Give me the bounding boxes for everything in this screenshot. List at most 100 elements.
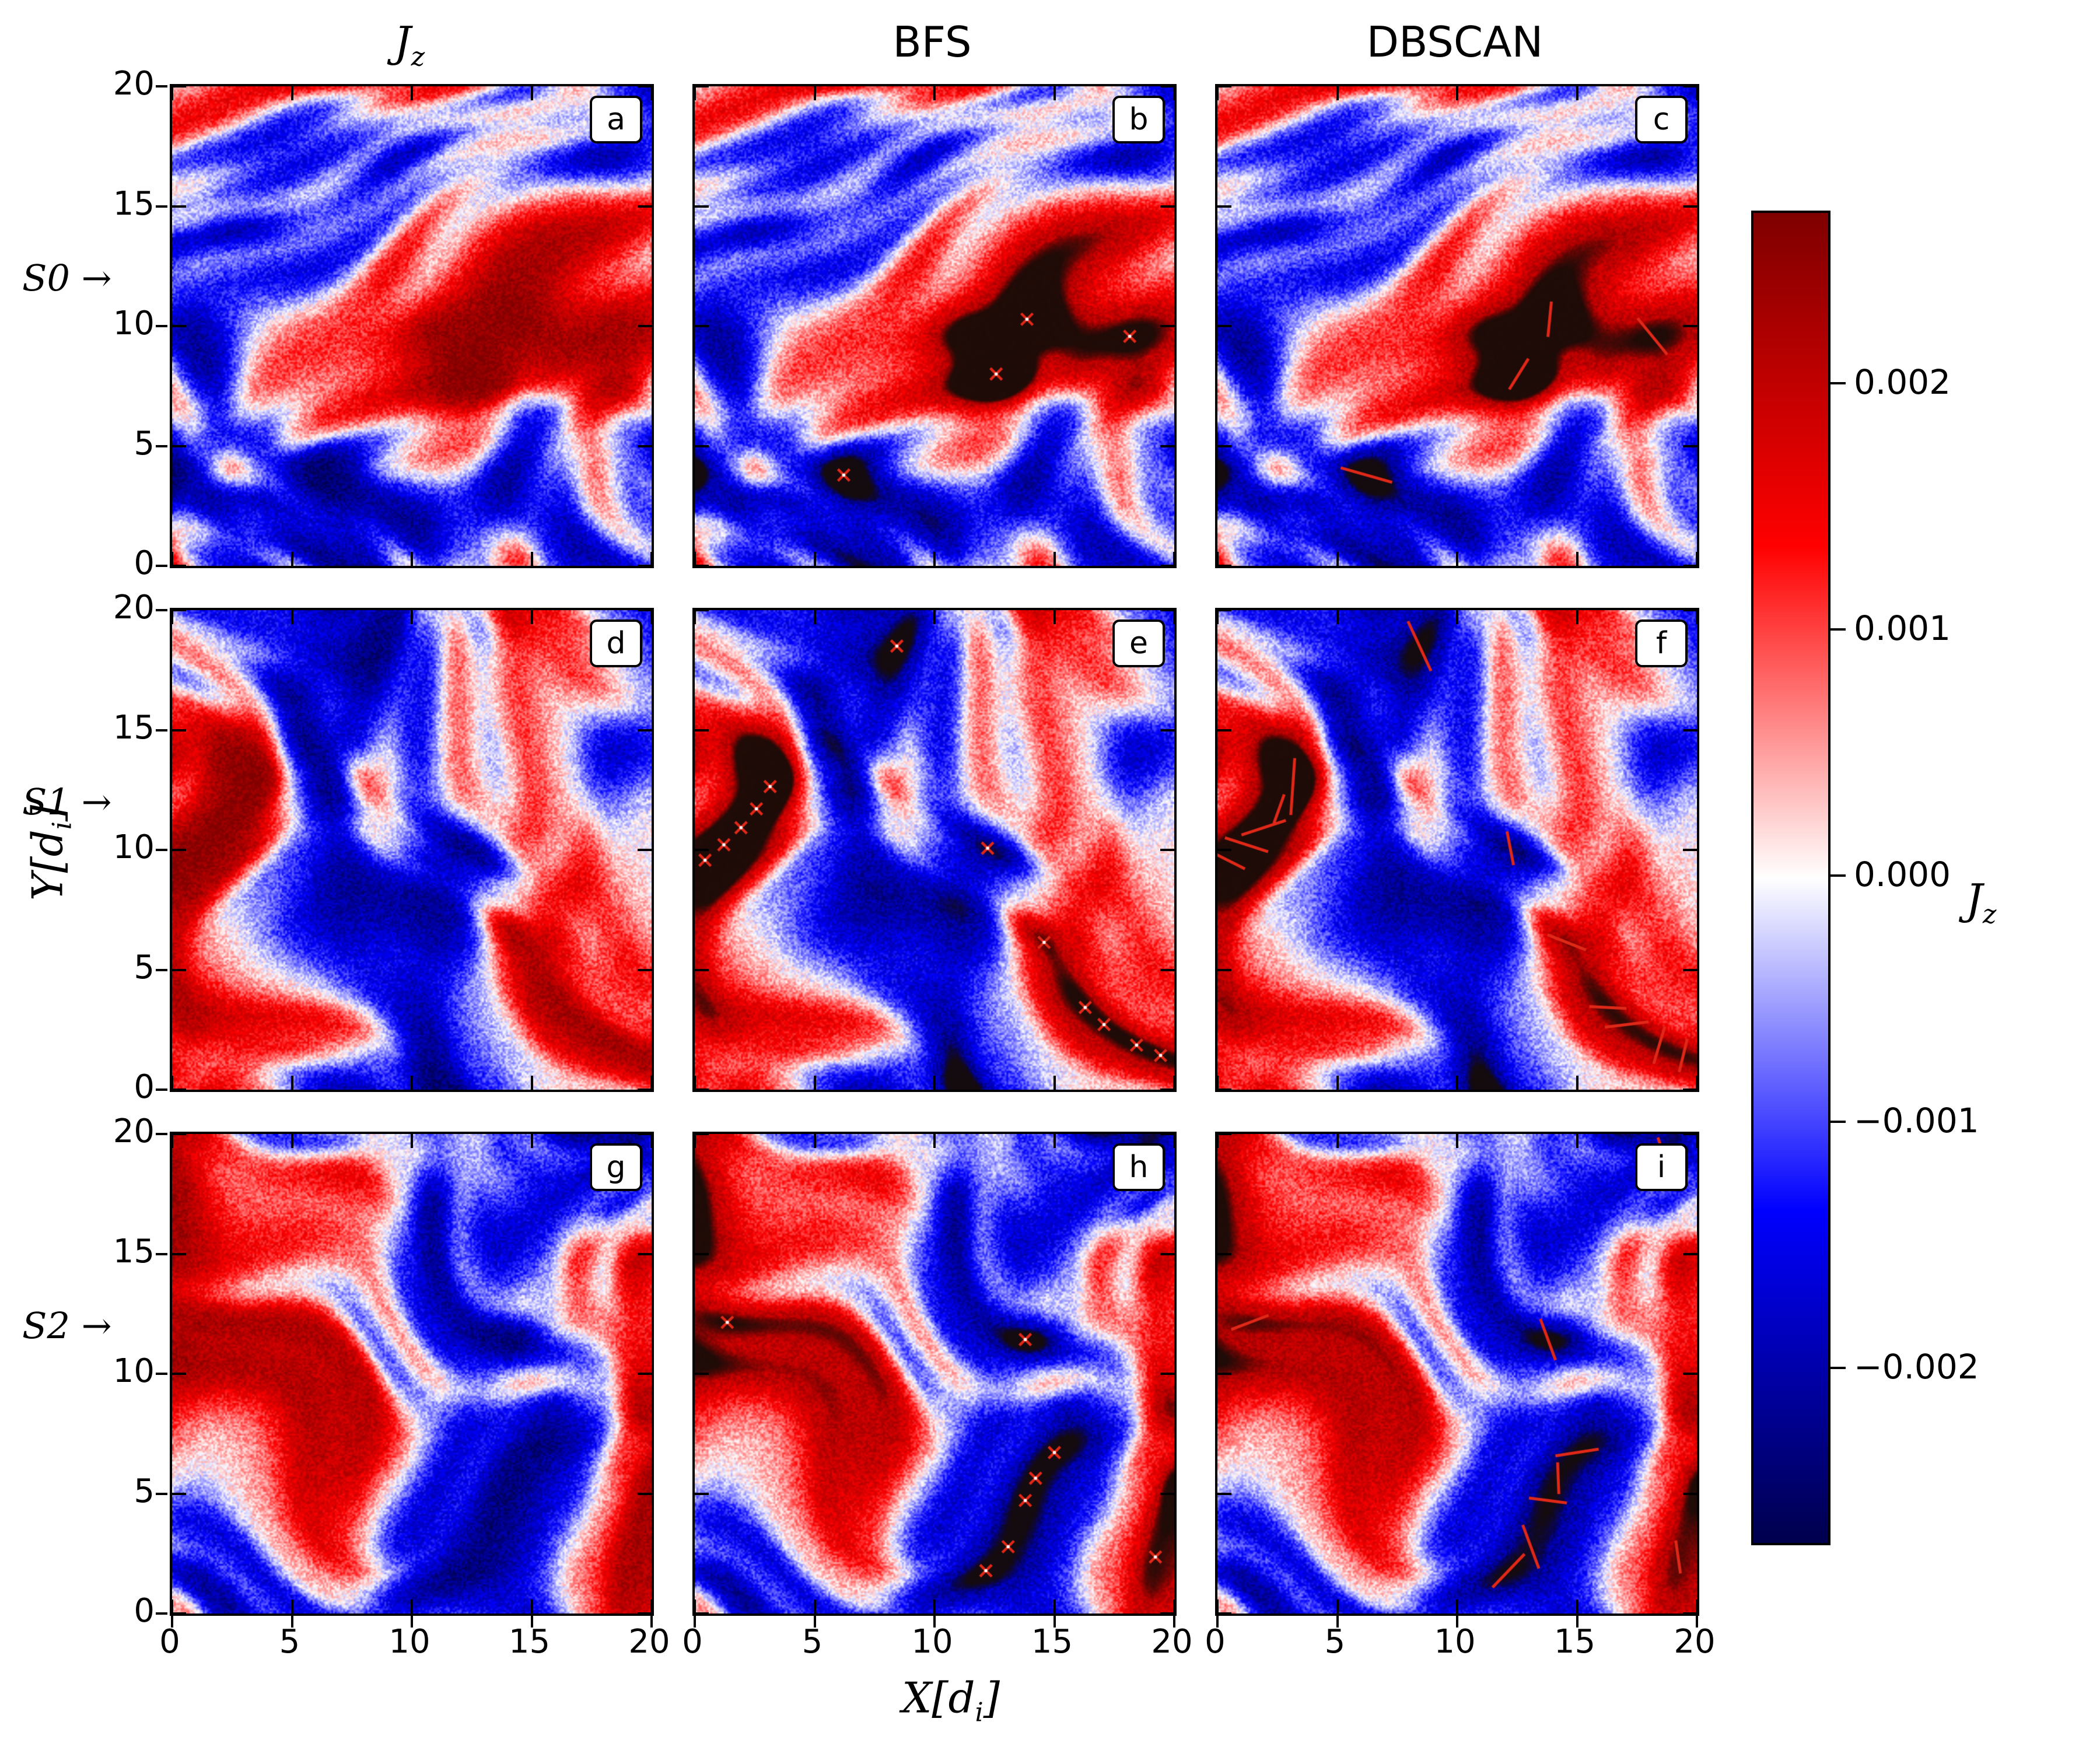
axis-tick xyxy=(156,444,167,447)
axis-tick xyxy=(695,1088,709,1091)
axis-tick xyxy=(1173,610,1175,624)
axis-tick xyxy=(172,325,186,327)
colorbar-label-sub: z xyxy=(1982,899,1997,930)
axis-tick xyxy=(1217,444,1231,447)
y-axis-label-post: ] xyxy=(23,804,72,822)
axis-tick xyxy=(1053,552,1056,566)
column-title-dbscan-text: DBSCAN xyxy=(1366,18,1544,66)
panel-f-heatmap xyxy=(1217,610,1697,1090)
axis-tick xyxy=(1336,86,1339,100)
axis-tick xyxy=(695,849,709,851)
axis-tick xyxy=(1696,1134,1698,1148)
axis-tick xyxy=(411,1076,413,1090)
colorbar-tick xyxy=(1831,1367,1846,1370)
axis-tick xyxy=(1696,552,1698,566)
axis-tick xyxy=(695,609,709,611)
axis-tick xyxy=(638,85,652,88)
panel-c-heatmap xyxy=(1217,86,1697,566)
axis-tick xyxy=(411,552,413,566)
axis-tick xyxy=(650,552,653,566)
panel-b-heatmap xyxy=(695,86,1174,566)
axis-tick xyxy=(933,1134,936,1148)
axis-tick xyxy=(411,610,413,624)
axis-tick xyxy=(1336,1616,1339,1628)
axis-tick xyxy=(1053,86,1056,100)
colorbar-tick xyxy=(1831,1121,1846,1124)
axis-tick xyxy=(638,1492,652,1495)
axis-tick xyxy=(171,1076,173,1090)
axis-tick xyxy=(933,86,936,100)
axis-tick xyxy=(1217,729,1231,732)
axis-tick xyxy=(1456,552,1458,566)
axis-tick xyxy=(1696,1600,1698,1614)
axis-tick xyxy=(695,325,709,327)
axis-tick xyxy=(1160,609,1174,611)
axis-tick xyxy=(171,86,173,100)
axis-tick xyxy=(650,1616,653,1628)
colorbar-tick-label: −0.001 xyxy=(1854,1101,1979,1141)
y-tick-label: 5 xyxy=(134,948,155,986)
panel-b-label: b xyxy=(1112,96,1165,144)
panel-g-label: g xyxy=(590,1143,642,1191)
axis-tick xyxy=(638,968,652,971)
colorbar-tick-label: 0.002 xyxy=(1854,362,1951,402)
axis-tick xyxy=(813,610,816,624)
axis-tick xyxy=(172,1252,186,1255)
colorbar-label-main: J xyxy=(1966,875,1983,924)
axis-tick xyxy=(694,1600,696,1614)
y-tick-label: 15 xyxy=(113,1232,155,1270)
panel-c-label: c xyxy=(1635,96,1688,144)
axis-tick xyxy=(290,1076,293,1090)
panel-g-heatmap xyxy=(172,1134,652,1614)
x-axis-label: X[di] xyxy=(902,1673,1000,1727)
axis-tick xyxy=(1160,729,1174,732)
axis-tick xyxy=(694,552,696,566)
column-title-bfs-text: BFS xyxy=(892,18,972,66)
axis-tick xyxy=(172,1133,186,1135)
axis-tick xyxy=(1456,1616,1458,1628)
axis-tick xyxy=(650,610,653,624)
colorbar-tick xyxy=(1831,628,1846,631)
axis-tick xyxy=(1217,1088,1231,1091)
axis-tick xyxy=(156,729,167,732)
axis-tick xyxy=(638,849,652,851)
axis-tick xyxy=(1173,1076,1175,1090)
axis-tick xyxy=(1683,609,1697,611)
x-tick-label: 10 xyxy=(388,1623,430,1661)
column-title-dbscan: DBSCAN xyxy=(1215,18,1695,66)
axis-tick xyxy=(156,325,167,327)
axis-tick xyxy=(638,1088,652,1091)
panel-h: h xyxy=(692,1132,1177,1628)
colorbar-tick xyxy=(1831,874,1846,877)
axis-tick xyxy=(1683,1252,1697,1255)
axis-tick xyxy=(171,610,173,624)
colorbar-gradient xyxy=(1754,213,1828,1543)
axis-tick xyxy=(1456,610,1458,624)
column-title-jz: Jz xyxy=(170,18,649,72)
axis-tick xyxy=(1217,565,1231,567)
axis-tick xyxy=(1683,1088,1697,1091)
axis-tick xyxy=(695,1252,709,1255)
axis-tick xyxy=(290,86,293,100)
panel-i: i xyxy=(1215,1132,1699,1628)
axis-tick xyxy=(172,565,186,567)
axis-tick xyxy=(650,86,653,100)
axis-tick xyxy=(695,1612,709,1615)
y-tick-label: 20 xyxy=(113,65,155,103)
axis-tick xyxy=(1216,552,1219,566)
axis-tick xyxy=(156,849,167,851)
x-tick-label: 15 xyxy=(1031,1623,1073,1661)
axis-tick xyxy=(156,968,167,971)
axis-tick xyxy=(1160,85,1174,88)
axis-tick xyxy=(1576,1616,1578,1628)
y-tick-label: 10 xyxy=(113,1352,155,1390)
axis-tick xyxy=(813,1616,816,1628)
column-title-jz-sub: z xyxy=(411,41,425,72)
colorbar-label: Jz xyxy=(1966,875,1996,929)
axis-tick xyxy=(638,565,652,567)
axis-tick xyxy=(1217,968,1231,971)
axis-tick xyxy=(1683,565,1697,567)
axis-tick xyxy=(1053,1076,1056,1090)
x-tick-label: 20 xyxy=(628,1623,670,1661)
